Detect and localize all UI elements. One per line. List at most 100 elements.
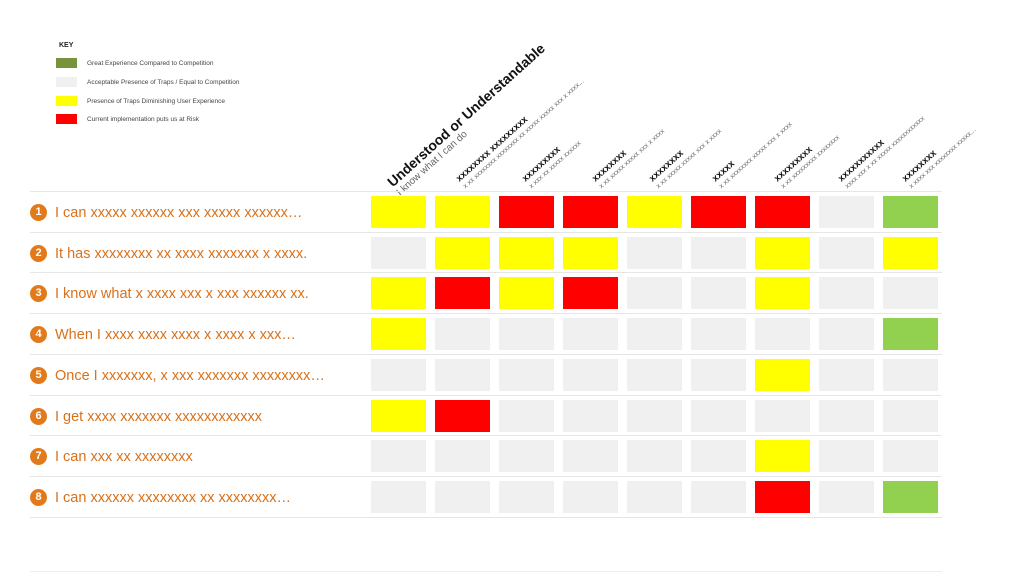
key-item-acceptable: Acceptable Presence of Traps / Equal to … (56, 77, 239, 87)
rating-cell (627, 277, 682, 309)
rating-cell (883, 237, 938, 269)
rating-cell (755, 318, 810, 350)
key-swatch-acceptable (56, 77, 77, 87)
rating-cell (627, 359, 682, 391)
rating-cell (755, 196, 810, 228)
row-label: I can xxxxx xxxxxx xxx xxxxx xxxxxx… (55, 205, 303, 221)
rating-cell (435, 481, 490, 513)
matrix-row-5: 5 Once I xxxxxxx, x xxx xxxxxxx xxxxxxxx… (30, 355, 942, 395)
rating-cell (371, 359, 426, 391)
rating-cell (499, 359, 554, 391)
rating-cell (691, 277, 746, 309)
rating-cell (435, 318, 490, 350)
rating-cell (883, 196, 938, 228)
rating-cell (563, 277, 618, 309)
row-label: I know what x xxxx xxx x xxx xxxxxx xx. (55, 286, 309, 302)
row-number-badge: 3 (30, 285, 47, 302)
rating-cell (819, 359, 874, 391)
rating-cell (499, 318, 554, 350)
rating-cell (755, 277, 810, 309)
rating-cell (435, 440, 490, 472)
rating-cell (627, 196, 682, 228)
rating-cell (563, 400, 618, 432)
rating-cell (563, 196, 618, 228)
key-swatch-risk (56, 114, 77, 124)
rating-cell (691, 359, 746, 391)
matrix-row-1: 1 I can xxxxx xxxxxx xxx xxxxx xxxxxx… (30, 192, 942, 232)
key-label-diminishing: Presence of Traps Diminishing User Exper… (87, 97, 226, 105)
rating-cell (499, 440, 554, 472)
rating-cell (627, 440, 682, 472)
row-number-badge: 4 (30, 326, 47, 343)
rating-cell (755, 440, 810, 472)
rating-cell (627, 481, 682, 513)
rating-cell (435, 359, 490, 391)
matrix-row-2: 2 It has xxxxxxxx xx xxxx xxxxxxx x xxxx… (30, 233, 942, 273)
matrix-row-6: 6 I get xxxx xxxxxxx xxxxxxxxxxxx (30, 396, 942, 436)
grid-divider (30, 354, 942, 355)
key-label-great: Great Experience Compared to Competition (87, 59, 214, 67)
matrix-row-3: 3 I know what x xxxx xxx x xxx xxxxxx xx… (30, 273, 942, 313)
row-label: I can xxx xx xxxxxxxx (55, 449, 193, 465)
rating-cell (371, 440, 426, 472)
rating-cell (499, 481, 554, 513)
row-number-badge: 1 (30, 204, 47, 221)
rating-cell (883, 318, 938, 350)
rating-cell (691, 440, 746, 472)
grid-divider (30, 476, 942, 477)
rating-cell (691, 400, 746, 432)
key-label-risk: Current implementation puts us at Risk (87, 115, 199, 123)
rating-cell (819, 481, 874, 513)
rating-cell (371, 400, 426, 432)
row-number-badge: 8 (30, 489, 47, 506)
rating-cell (627, 400, 682, 432)
row-number-badge: 2 (30, 245, 47, 262)
rating-cell (883, 481, 938, 513)
grid-divider (30, 191, 942, 192)
rating-cell (691, 318, 746, 350)
row-label: I can xxxxxx xxxxxxxx xx xxxxxxxx… (55, 490, 292, 506)
rating-cell (371, 196, 426, 228)
matrix-row-7: 7 I can xxx xx xxxxxxxx (30, 436, 942, 476)
rating-cell (883, 359, 938, 391)
row-number-badge: 7 (30, 448, 47, 465)
rating-cell (499, 237, 554, 269)
row-label: It has xxxxxxxx xx xxxx xxxxxxx x xxxx. (55, 246, 308, 262)
rating-cell (819, 318, 874, 350)
grid-divider (30, 272, 942, 273)
grid-divider (30, 435, 942, 436)
rating-cell (819, 196, 874, 228)
rating-cell (819, 400, 874, 432)
rating-cell (563, 237, 618, 269)
key-item-risk: Current implementation puts us at Risk (56, 114, 199, 124)
key-swatch-great (56, 58, 77, 68)
matrix-row-8: 8 I can xxxxxx xxxxxxxx xx xxxxxxxx… (30, 477, 942, 517)
rating-cell (627, 237, 682, 269)
rating-cell (499, 400, 554, 432)
row-label: When I xxxx xxxx xxxx x xxxx x xxx… (55, 327, 296, 343)
rating-cell (819, 440, 874, 472)
row-number-badge: 5 (30, 367, 47, 384)
rating-cell (499, 277, 554, 309)
rating-cell (563, 440, 618, 472)
key-swatch-diminishing (56, 96, 77, 106)
rating-cell (435, 277, 490, 309)
rating-cell (819, 277, 874, 309)
rating-cell (691, 237, 746, 269)
key-item-great: Great Experience Compared to Competition (56, 58, 213, 68)
rating-cell (563, 318, 618, 350)
grid-divider (30, 232, 942, 233)
key-label-acceptable: Acceptable Presence of Traps / Equal to … (87, 78, 240, 86)
key-item-diminishing: Presence of Traps Diminishing User Exper… (56, 96, 225, 106)
rating-cell (371, 237, 426, 269)
rating-cell (755, 359, 810, 391)
rating-cell (883, 277, 938, 309)
rating-cell (371, 481, 426, 513)
rating-cell (755, 400, 810, 432)
rating-cell (627, 318, 682, 350)
rating-cell (435, 237, 490, 269)
rating-cell (563, 481, 618, 513)
row-label: Once I xxxxxxx, x xxx xxxxxxx xxxxxxxx… (55, 368, 325, 384)
rating-cell (563, 359, 618, 391)
rating-cell (435, 196, 490, 228)
